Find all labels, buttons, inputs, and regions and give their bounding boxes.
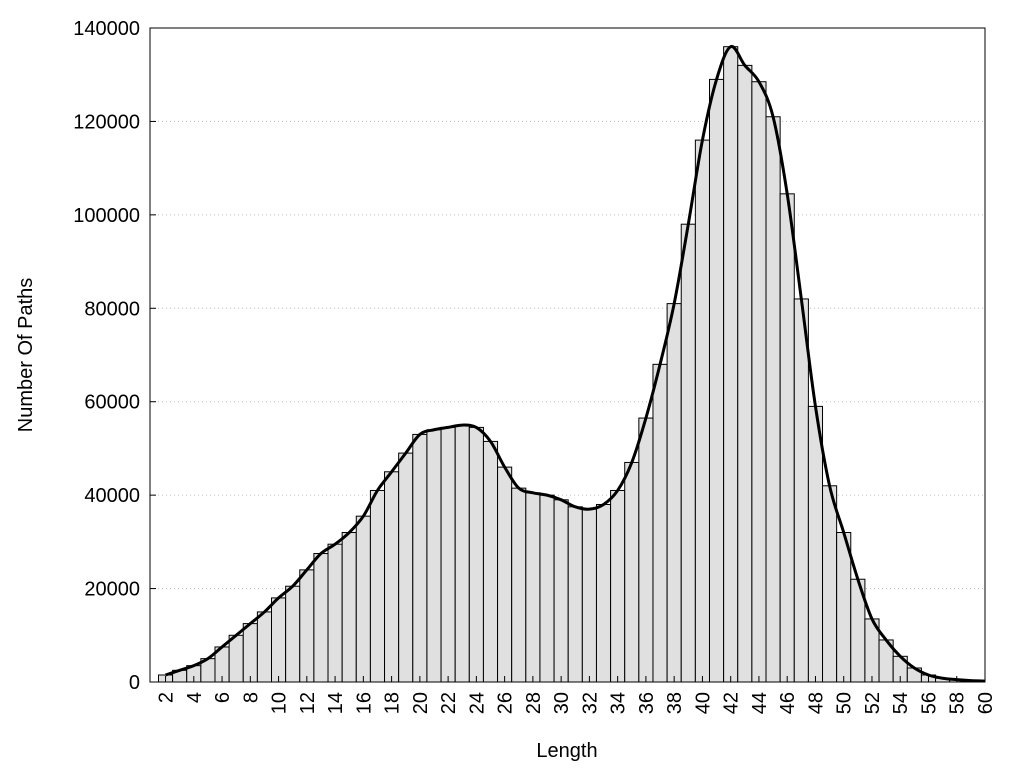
- bar: [299, 569, 315, 682]
- x-tick-label: 18: [382, 692, 404, 714]
- bar: [256, 611, 273, 682]
- x-tick-label: 16: [353, 692, 375, 714]
- x-tick-label: 30: [551, 692, 573, 714]
- bar: [680, 223, 696, 682]
- bar: [708, 78, 725, 682]
- bar: [398, 452, 414, 682]
- bar: [581, 508, 597, 682]
- bar: [525, 492, 541, 682]
- bar: [723, 46, 739, 682]
- x-tick-label: 60: [975, 692, 997, 714]
- bar: [242, 623, 258, 682]
- bar: [341, 532, 357, 682]
- bar: [595, 503, 612, 682]
- x-tick-label: 34: [608, 692, 630, 714]
- x-tick-label: 8: [240, 692, 262, 703]
- bar: [327, 543, 343, 682]
- bar: [638, 417, 654, 682]
- y-tick-label: 100000: [73, 205, 140, 227]
- y-tick-label: 0: [129, 672, 140, 694]
- bar: [426, 429, 442, 682]
- bar: [610, 489, 626, 682]
- bar: [751, 81, 767, 682]
- bar: [285, 585, 301, 682]
- x-tick-label: 44: [749, 692, 771, 714]
- x-tick-label: 48: [805, 692, 827, 714]
- x-tick-label: 26: [495, 692, 517, 714]
- y-tick-label: 20000: [84, 579, 140, 601]
- x-tick-label: 32: [579, 692, 601, 714]
- bar: [779, 193, 795, 682]
- bar: [497, 466, 513, 682]
- bar: [369, 489, 386, 682]
- y-tick-label: 140000: [73, 18, 140, 40]
- bar: [765, 116, 781, 682]
- x-tick-label: 50: [834, 692, 856, 714]
- x-tick-label: 10: [269, 692, 291, 714]
- x-tick-label: 38: [664, 692, 686, 714]
- bar: [440, 426, 456, 682]
- x-tick-label: 22: [438, 692, 460, 714]
- x-tick-label: 58: [947, 692, 969, 714]
- bar: [567, 506, 583, 682]
- y-tick-label: 40000: [84, 485, 140, 507]
- bar: [511, 487, 527, 682]
- x-tick-label: 54: [890, 692, 912, 714]
- x-tick-label: 24: [466, 692, 488, 714]
- bar: [624, 461, 640, 682]
- bar: [793, 298, 809, 682]
- bar: [468, 426, 484, 682]
- x-tick-label: 36: [636, 692, 658, 714]
- x-tick-label: 20: [410, 692, 432, 714]
- x-tick-label: 56: [918, 692, 940, 714]
- x-tick-label: 12: [297, 692, 319, 714]
- bar: [553, 499, 569, 682]
- bar: [737, 64, 753, 682]
- x-axis-label: Length: [536, 740, 597, 762]
- x-tick-label: 6: [212, 692, 234, 703]
- y-tick-label: 120000: [73, 111, 140, 133]
- bar: [454, 424, 470, 682]
- bar: [652, 363, 668, 682]
- bar: [412, 433, 428, 682]
- bar: [384, 471, 400, 682]
- x-tick-label: 14: [325, 692, 347, 714]
- bar: [694, 139, 710, 682]
- bar: [807, 405, 824, 682]
- bar: [666, 303, 682, 682]
- bar: [313, 553, 329, 682]
- bar: [836, 532, 852, 682]
- x-tick-label: 28: [523, 692, 545, 714]
- x-tick-label: 2: [156, 692, 178, 703]
- y-axis-label: Number Of Paths: [15, 278, 37, 433]
- bar: [482, 440, 499, 682]
- plot-area: [157, 45, 985, 682]
- trend-line: [165, 45, 985, 682]
- x-tick-label: 52: [862, 692, 884, 714]
- x-tick-label: 40: [692, 692, 714, 714]
- plot-frame: [149, 27, 986, 683]
- bar: [355, 515, 371, 682]
- y-tick-label: 60000: [84, 392, 140, 414]
- bar: [271, 597, 287, 682]
- bar: [539, 494, 555, 682]
- x-tick-label: 42: [721, 692, 743, 714]
- y-tick-label: 80000: [84, 298, 140, 320]
- bar: [228, 634, 244, 682]
- x-tick-label: 46: [777, 692, 799, 714]
- bar: [822, 485, 838, 682]
- x-tick-label: 4: [184, 692, 206, 703]
